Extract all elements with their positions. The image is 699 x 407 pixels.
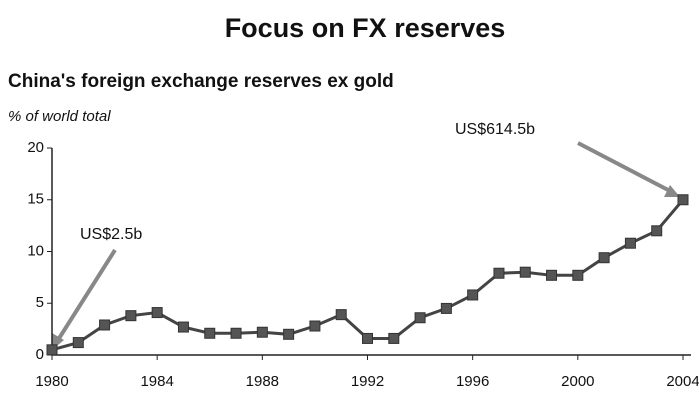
point-marker bbox=[230, 327, 242, 339]
point-marker bbox=[467, 289, 479, 301]
arrow-head bbox=[664, 185, 680, 197]
arrow bbox=[56, 248, 117, 342]
point-marker bbox=[309, 320, 321, 332]
point-marker bbox=[572, 269, 584, 281]
point-marker bbox=[335, 309, 347, 321]
point-marker bbox=[362, 332, 373, 344]
x-tick-label: 1988 bbox=[246, 373, 279, 390]
point-marker bbox=[493, 267, 505, 279]
y-tick-label: 10 bbox=[27, 242, 44, 259]
y-tick-label: 5 bbox=[36, 294, 44, 311]
point-marker bbox=[151, 307, 163, 319]
point-marker bbox=[72, 337, 84, 349]
chart-title: Focus on FX reserves bbox=[225, 13, 506, 43]
chart-subtitle: China's foreign exchange reserves ex gol… bbox=[8, 71, 394, 92]
point-marker bbox=[46, 344, 58, 356]
point-marker bbox=[598, 252, 610, 264]
point-marker bbox=[388, 332, 400, 344]
series-line bbox=[51, 198, 685, 352]
x-tick-label: 2000 bbox=[561, 373, 594, 390]
y-tick-label: 20 bbox=[27, 139, 44, 156]
point-marker bbox=[177, 321, 189, 333]
x-tick-label: 1996 bbox=[456, 373, 489, 390]
point-marker bbox=[414, 312, 426, 324]
point-marker bbox=[519, 266, 531, 278]
annotation: US$614.5b bbox=[455, 121, 535, 138]
point-marker bbox=[546, 269, 558, 281]
annotation: US$2.5b bbox=[80, 226, 142, 243]
point-marker bbox=[624, 237, 636, 249]
x-tick-label: 1992 bbox=[351, 373, 384, 390]
point-marker bbox=[677, 194, 689, 206]
y-tick-label: 15 bbox=[27, 191, 44, 208]
point-marker bbox=[651, 225, 663, 237]
point-marker bbox=[256, 326, 268, 338]
x-tick-label: 1984 bbox=[140, 373, 173, 390]
x-tick-label: 2004 bbox=[666, 373, 699, 390]
point-marker bbox=[440, 302, 452, 314]
point-marker bbox=[125, 310, 137, 322]
y-tick-label: 0 bbox=[36, 346, 44, 363]
x-tick-label: 1980 bbox=[35, 373, 68, 390]
arrow bbox=[577, 141, 671, 193]
y-axis-label: % of world total bbox=[8, 108, 111, 125]
point-marker bbox=[99, 319, 111, 331]
point-marker bbox=[283, 328, 295, 340]
point-marker bbox=[204, 327, 216, 339]
